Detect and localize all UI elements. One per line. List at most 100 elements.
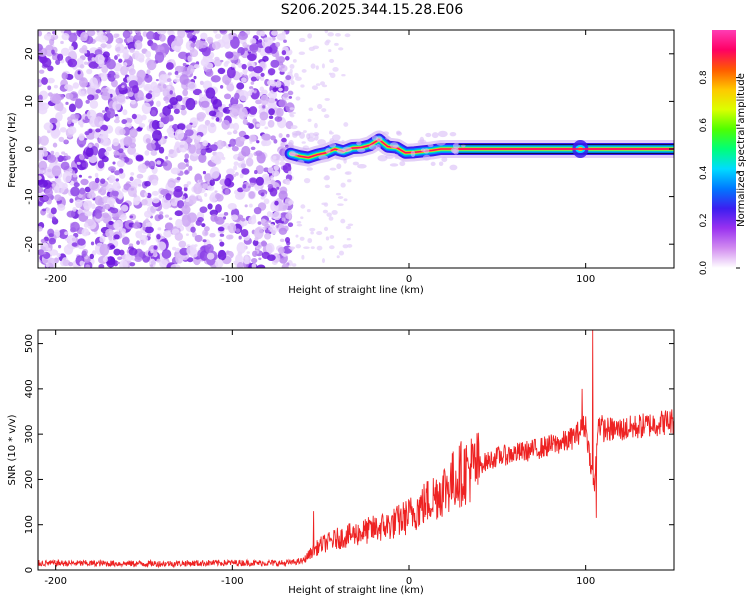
noise-blob <box>292 59 297 63</box>
noise-blob <box>181 84 187 89</box>
noise-blob <box>102 212 110 219</box>
noise-blob <box>237 62 243 68</box>
noise-blob <box>287 222 294 228</box>
noise-blob <box>38 186 44 194</box>
noise-blob <box>328 216 334 221</box>
noise-blob <box>125 96 130 100</box>
noise-blob <box>58 136 65 142</box>
noise-blob <box>273 165 279 171</box>
noise-blob <box>209 209 219 216</box>
noise-blob <box>219 241 225 247</box>
noise-blob <box>198 179 203 183</box>
noise-blob <box>67 32 78 43</box>
noise-blob <box>141 102 152 115</box>
noise-blob <box>135 230 143 239</box>
noise-blob <box>68 103 76 113</box>
noise-blob <box>144 85 150 90</box>
noise-blob <box>47 85 52 91</box>
noise-blob <box>42 251 46 255</box>
signal-haze <box>431 132 439 139</box>
noise-blob <box>183 183 189 188</box>
noise-blob <box>207 122 217 134</box>
signal-haze <box>438 161 444 167</box>
noise-blob <box>260 94 269 106</box>
noise-blob <box>182 62 187 67</box>
noise-blob <box>57 203 66 211</box>
noise-blob <box>158 194 163 199</box>
noise-blob <box>198 97 204 102</box>
noise-blob <box>264 46 273 54</box>
noise-blob <box>295 96 301 101</box>
noise-blob <box>38 179 48 188</box>
noise-blob <box>244 256 250 261</box>
noise-blob <box>268 115 274 120</box>
noise-blob <box>163 201 172 208</box>
noise-blob <box>72 82 80 89</box>
noise-blob <box>316 245 323 251</box>
noise-blob <box>260 218 266 224</box>
noise-blob <box>264 36 274 46</box>
noise-blob <box>113 33 119 39</box>
noise-blob <box>119 128 126 136</box>
noise-blob <box>71 170 76 174</box>
noise-blob <box>299 236 305 241</box>
noise-blob <box>104 151 110 157</box>
noise-blob <box>232 122 240 131</box>
noise-blob <box>56 102 64 112</box>
noise-blob <box>247 185 251 189</box>
noise-blob <box>65 155 71 160</box>
noise-blob <box>253 90 257 94</box>
noise-blob <box>322 209 329 214</box>
noise-blob <box>127 41 137 51</box>
noise-blob <box>301 141 306 144</box>
noise-blob <box>176 104 182 110</box>
noise-blob <box>167 30 173 36</box>
noise-blob <box>202 239 207 243</box>
noise-blob <box>206 36 214 43</box>
noise-blob <box>214 190 218 193</box>
noise-blob <box>174 232 184 241</box>
noise-blob <box>136 173 144 179</box>
noise-blob <box>228 34 234 41</box>
noise-blob <box>317 103 323 110</box>
signal-haze <box>318 155 328 160</box>
noise-blob <box>241 145 251 157</box>
noise-blob <box>248 216 257 225</box>
noise-blob <box>199 206 208 213</box>
noise-blob <box>253 207 262 215</box>
noise-blob <box>63 244 74 255</box>
noise-blob <box>89 99 99 109</box>
noise-blob <box>186 124 193 130</box>
noise-blob <box>246 251 251 254</box>
noise-blob <box>98 133 109 146</box>
noise-blob <box>215 192 221 200</box>
noise-blob <box>78 88 88 97</box>
noise-blob <box>85 264 91 268</box>
noise-blob <box>321 63 325 69</box>
noise-blob <box>345 225 352 230</box>
noise-blob <box>105 43 112 49</box>
noise-blob <box>106 196 116 206</box>
noise-blob <box>169 90 173 95</box>
noise-blob <box>347 243 353 248</box>
noise-blob <box>340 218 346 224</box>
noise-blob <box>218 239 223 242</box>
noise-blob <box>272 87 278 93</box>
noise-blob <box>262 105 266 109</box>
noise-blob <box>141 114 147 121</box>
noise-blob <box>191 231 197 238</box>
noise-blob <box>54 151 60 158</box>
noise-blob <box>97 160 105 169</box>
spectrogram-y-tick-label: 20 <box>24 47 35 60</box>
noise-blob <box>170 59 175 64</box>
noise-blob <box>79 187 86 195</box>
noise-blob <box>345 171 352 175</box>
noise-blob <box>68 262 74 267</box>
noise-blob <box>257 221 262 225</box>
noise-blob <box>52 55 57 61</box>
noise-blob <box>281 217 286 222</box>
noise-blob <box>342 244 349 249</box>
signal-haze <box>394 153 399 160</box>
noise-blob <box>311 85 319 90</box>
snr-x-tick-label: -100 <box>221 576 244 587</box>
